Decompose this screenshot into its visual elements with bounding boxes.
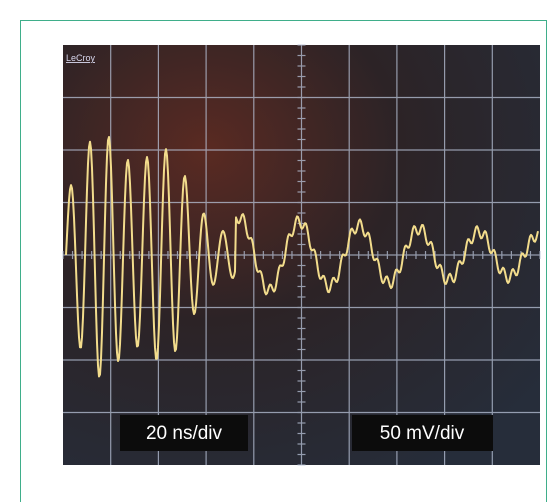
time-scale-label: 20 ns/div xyxy=(146,423,223,444)
brand-label: LeCroy xyxy=(66,53,96,63)
oscilloscope-photo: LeCroy 20 ns/div 50 mV/div xyxy=(0,0,560,503)
page: {"screen": {"brand": "LeCroy", "time_sca… xyxy=(0,0,560,503)
voltage-scale-label: 50 mV/div xyxy=(380,423,465,444)
